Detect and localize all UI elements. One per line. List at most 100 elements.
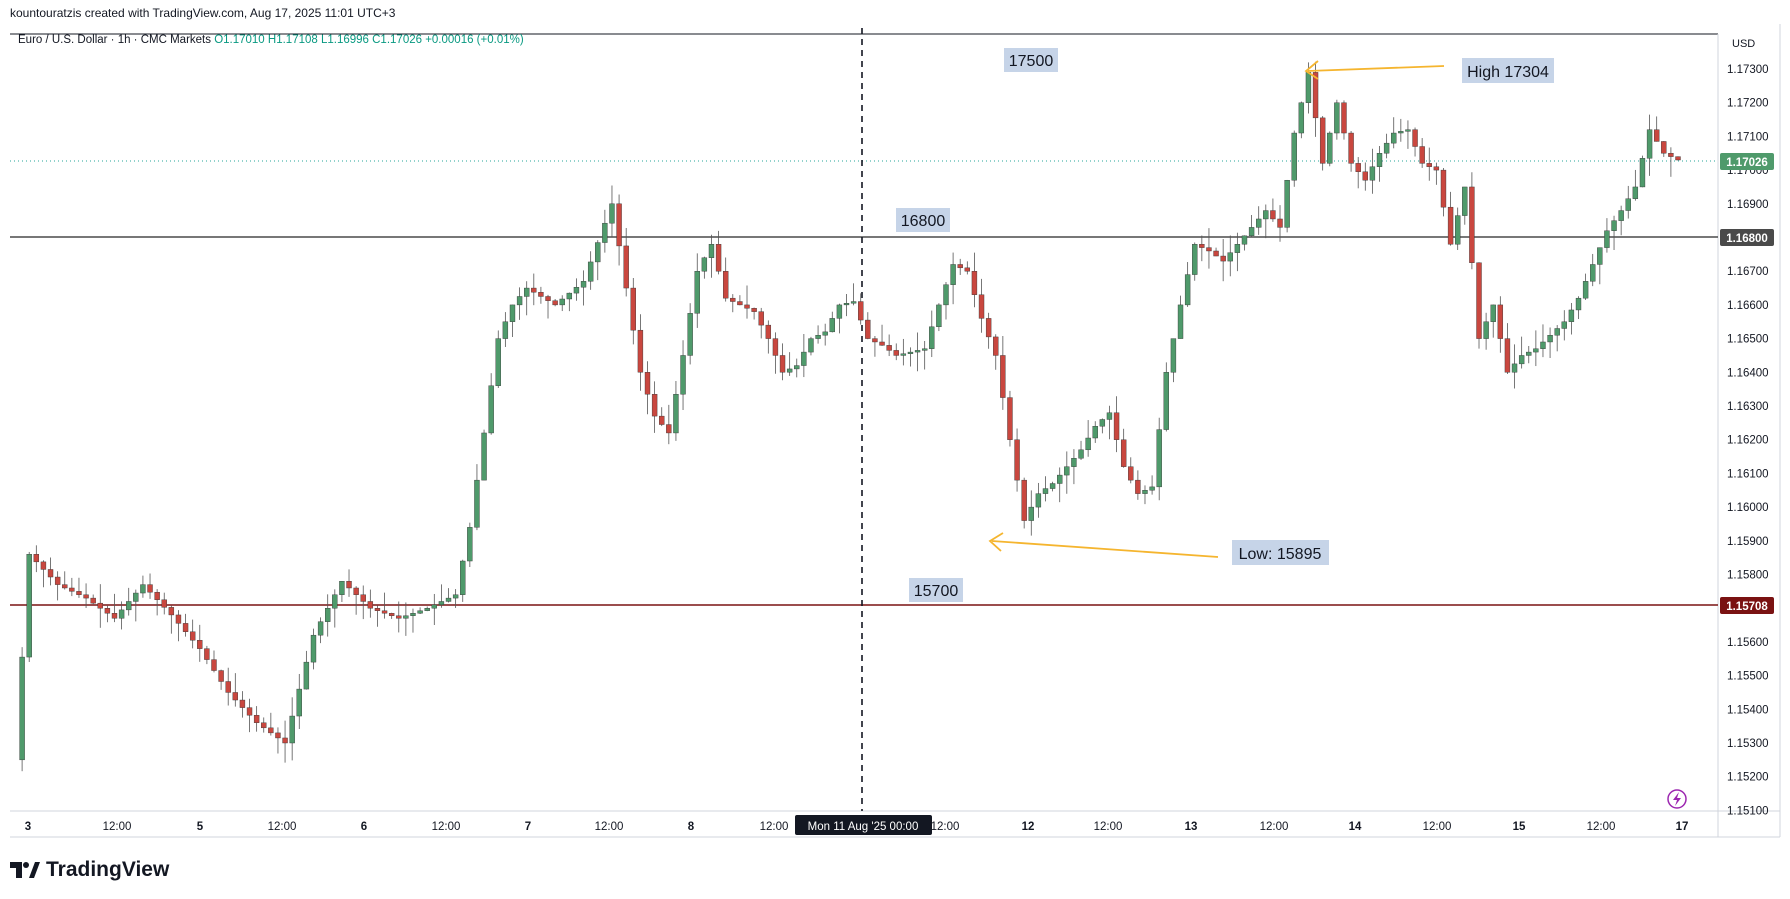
symbol-ohlc: O1.17010 H1.17108 L1.16996 C1.17026 +0.0… — [214, 34, 524, 46]
label-16800[interactable]: 16800 — [896, 208, 950, 232]
candle-down — [978, 294, 985, 319]
candle-up — [1248, 227, 1255, 237]
candle-down — [758, 311, 764, 326]
time-tick-label: 12:00 — [1587, 821, 1616, 833]
candle-down — [388, 613, 395, 616]
label-15700[interactable]: 15700 — [909, 578, 963, 602]
candle-up — [1646, 129, 1653, 159]
candle-up — [907, 351, 914, 354]
candle-down — [872, 338, 878, 343]
candle-up — [936, 304, 942, 328]
candle-down — [225, 681, 231, 693]
candle-up — [310, 634, 317, 663]
candle-up — [1064, 466, 1070, 476]
candle-up — [1547, 335, 1553, 343]
candle-down — [168, 607, 175, 616]
price-tick-label: 1.15600 — [1727, 637, 1769, 649]
candle-up — [126, 601, 132, 611]
candle-up — [573, 287, 580, 294]
candle-down — [1668, 153, 1674, 157]
price-tick-label: 1.16100 — [1727, 468, 1769, 480]
last-price-badge: 1.17026 — [1720, 153, 1774, 170]
low-arrow[interactable] — [988, 532, 1219, 558]
candle-down — [1362, 171, 1368, 181]
candle-down — [1412, 129, 1418, 147]
candle-up — [1625, 198, 1631, 211]
time-tick-label: 12:00 — [103, 821, 132, 833]
high-arrow-line — [1307, 65, 1445, 72]
candle-down — [538, 292, 544, 297]
candle-up — [133, 592, 139, 602]
time-tick-label: 3 — [25, 821, 31, 833]
label-low[interactable]: Low: 15895 — [1232, 540, 1329, 565]
candle-down — [715, 244, 722, 272]
candle-down — [1653, 129, 1660, 142]
label-low-text: Low: 15895 — [1239, 546, 1322, 563]
candle-up — [1156, 429, 1162, 488]
candle-up — [673, 394, 679, 434]
candle-up — [829, 318, 835, 333]
candle-up — [1177, 304, 1184, 339]
candle-up — [687, 313, 693, 356]
high-arrow[interactable] — [1304, 60, 1445, 80]
label-17500[interactable]: 17500 — [1004, 48, 1058, 72]
candle-down — [659, 415, 665, 425]
candle-up — [786, 368, 793, 373]
candle-up — [445, 597, 452, 602]
candle-down — [396, 615, 402, 619]
lightning-icon-ring — [1667, 789, 1687, 809]
time-tick-label: 12:00 — [1423, 821, 1452, 833]
candle-up — [1611, 220, 1617, 231]
candle-down — [353, 587, 359, 595]
candle-down — [346, 581, 352, 589]
candle-down — [204, 648, 210, 660]
candle-up — [403, 615, 409, 619]
label-high-bg — [1462, 58, 1554, 83]
lightning-icon-bolt — [1673, 792, 1681, 806]
candle-up — [467, 527, 473, 562]
price-axis[interactable]: 1.173001.172001.171001.170001.169001.168… — [1727, 64, 1769, 817]
candle-down — [1135, 479, 1141, 494]
candle-down — [246, 707, 253, 716]
candle-up — [1327, 132, 1333, 164]
candle-up — [488, 385, 494, 434]
time-tick-label: 12 — [1022, 821, 1035, 833]
tradingview-logo[interactable]: TradingView — [10, 858, 169, 882]
candle-down — [865, 319, 871, 339]
candle-up — [410, 613, 416, 616]
candle-down — [1270, 210, 1276, 220]
candle-down — [1675, 156, 1681, 161]
candle-up — [1298, 102, 1305, 134]
lightning-icon[interactable] — [1667, 789, 1687, 809]
candle-down — [765, 324, 772, 339]
candle-down — [360, 594, 366, 602]
level-15708-badge: 1.15708 — [1720, 597, 1774, 614]
price-tick-label: 1.15500 — [1727, 671, 1769, 683]
candle-down — [111, 613, 118, 619]
candle-up — [1057, 474, 1063, 484]
candle-down — [1440, 169, 1447, 208]
candle-up — [140, 584, 146, 594]
label-high-text: High 17304 — [1467, 64, 1549, 81]
candle-up — [914, 350, 921, 353]
candle-up — [1554, 328, 1560, 336]
label-high[interactable]: High 17304 — [1462, 58, 1554, 83]
candle-up — [1582, 281, 1589, 299]
last-price-badge-bg — [1720, 153, 1774, 170]
candle-up — [460, 560, 466, 595]
candle-up — [332, 594, 338, 609]
candle-up — [822, 331, 828, 336]
candle-down — [1348, 132, 1354, 164]
candle-down — [211, 659, 217, 671]
candle-down — [1213, 250, 1219, 257]
time-tick-label: 6 — [361, 821, 367, 833]
candle-down — [189, 631, 196, 641]
currency-label[interactable]: USD — [1732, 38, 1756, 50]
candle-down — [1128, 466, 1134, 481]
time-axis[interactable]: 3 12:00 5 12:00 6 12:00 7 12:00 8 12:00 12:00 12 12:… — [25, 821, 1689, 833]
candle-down — [381, 610, 388, 614]
candle-up — [417, 610, 423, 614]
candle-up — [1227, 252, 1233, 262]
candle-up — [609, 203, 615, 224]
